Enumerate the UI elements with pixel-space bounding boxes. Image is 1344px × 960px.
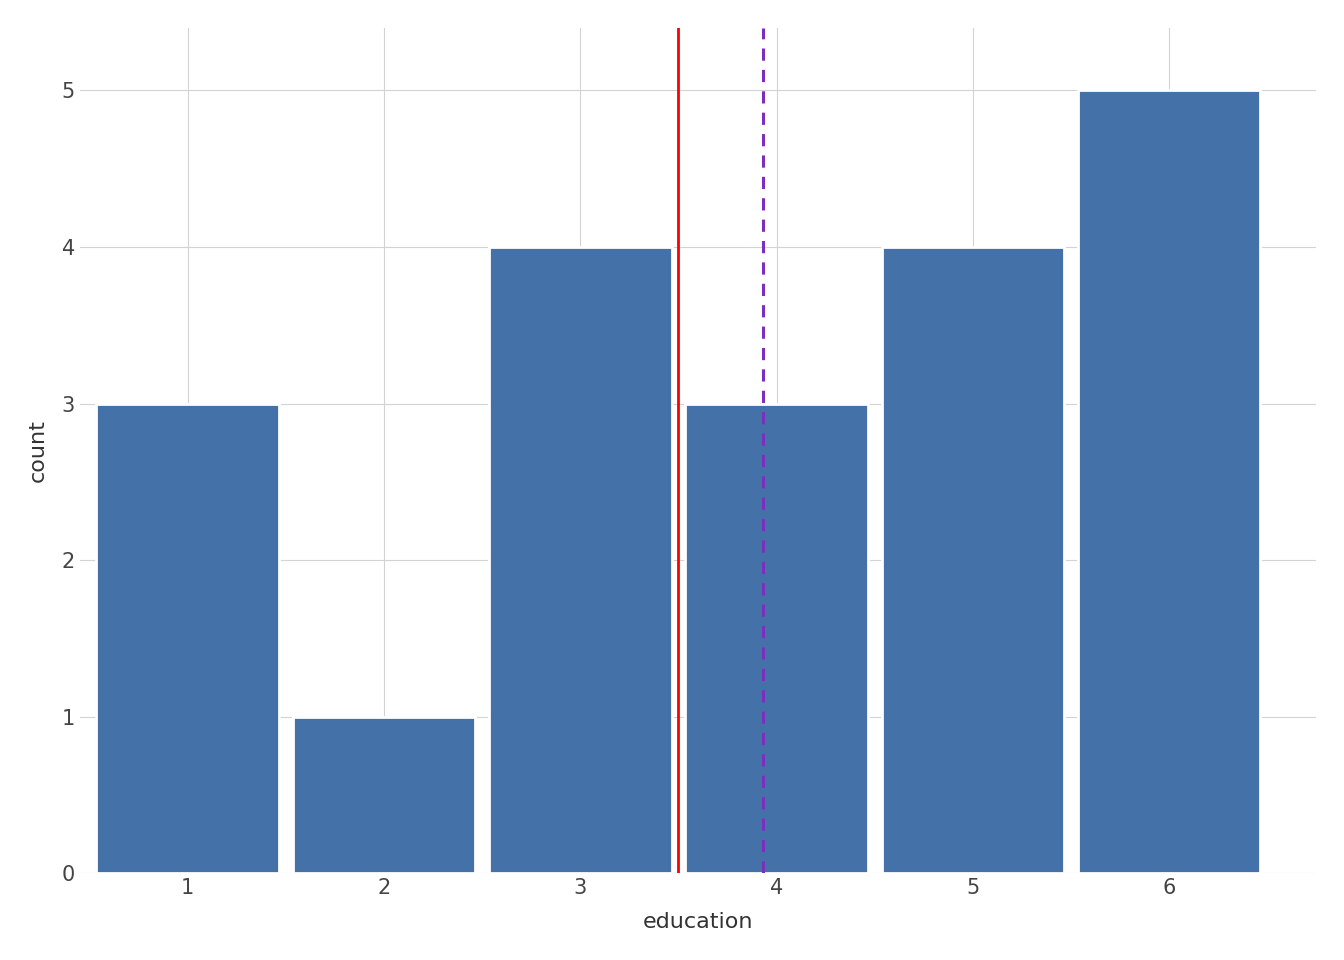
Bar bbox=[1078, 90, 1261, 874]
Bar bbox=[293, 717, 476, 874]
Bar bbox=[882, 247, 1064, 874]
X-axis label: education: education bbox=[642, 912, 753, 932]
Y-axis label: count: count bbox=[28, 420, 48, 482]
Bar bbox=[97, 403, 280, 874]
Bar bbox=[685, 403, 868, 874]
Bar bbox=[489, 247, 672, 874]
